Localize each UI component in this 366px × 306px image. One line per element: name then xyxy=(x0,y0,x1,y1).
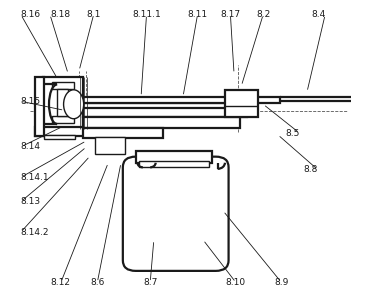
Text: 8.5: 8.5 xyxy=(285,129,300,138)
Text: 8.10: 8.10 xyxy=(226,278,246,287)
Text: 8.11: 8.11 xyxy=(187,10,208,19)
Text: 8.9: 8.9 xyxy=(274,278,289,287)
Ellipse shape xyxy=(64,90,84,119)
Text: 8.16: 8.16 xyxy=(21,10,41,19)
Text: 8.6: 8.6 xyxy=(90,278,105,287)
Bar xyxy=(52,82,74,89)
Text: 8.2: 8.2 xyxy=(256,10,270,19)
Bar xyxy=(42,77,83,130)
Bar xyxy=(225,90,258,117)
Text: 8.11.1: 8.11.1 xyxy=(132,10,161,19)
Bar xyxy=(96,137,125,154)
Text: 8.14: 8.14 xyxy=(21,142,41,151)
Text: 8.15: 8.15 xyxy=(21,97,41,106)
Text: 8.14.1: 8.14.1 xyxy=(21,173,49,182)
FancyBboxPatch shape xyxy=(123,157,229,271)
Text: 8.13: 8.13 xyxy=(21,197,41,206)
Bar xyxy=(83,108,247,117)
Text: 8.12: 8.12 xyxy=(51,278,71,287)
Text: 8.4: 8.4 xyxy=(311,10,325,19)
Text: 8.14.2: 8.14.2 xyxy=(21,228,49,237)
Bar xyxy=(83,128,163,138)
Bar xyxy=(52,116,74,122)
Bar xyxy=(57,89,68,116)
Text: 8.1: 8.1 xyxy=(86,10,101,19)
Bar xyxy=(135,151,212,163)
Text: 8.8: 8.8 xyxy=(303,165,318,174)
Bar xyxy=(44,135,75,139)
Bar xyxy=(36,77,44,136)
Bar xyxy=(83,97,280,103)
Text: 8.18: 8.18 xyxy=(50,10,70,19)
Bar xyxy=(83,117,239,128)
Bar xyxy=(36,127,85,136)
Bar xyxy=(83,103,247,108)
Text: 8.7: 8.7 xyxy=(143,278,157,287)
Bar xyxy=(139,161,209,167)
Text: 8.17: 8.17 xyxy=(220,10,240,19)
